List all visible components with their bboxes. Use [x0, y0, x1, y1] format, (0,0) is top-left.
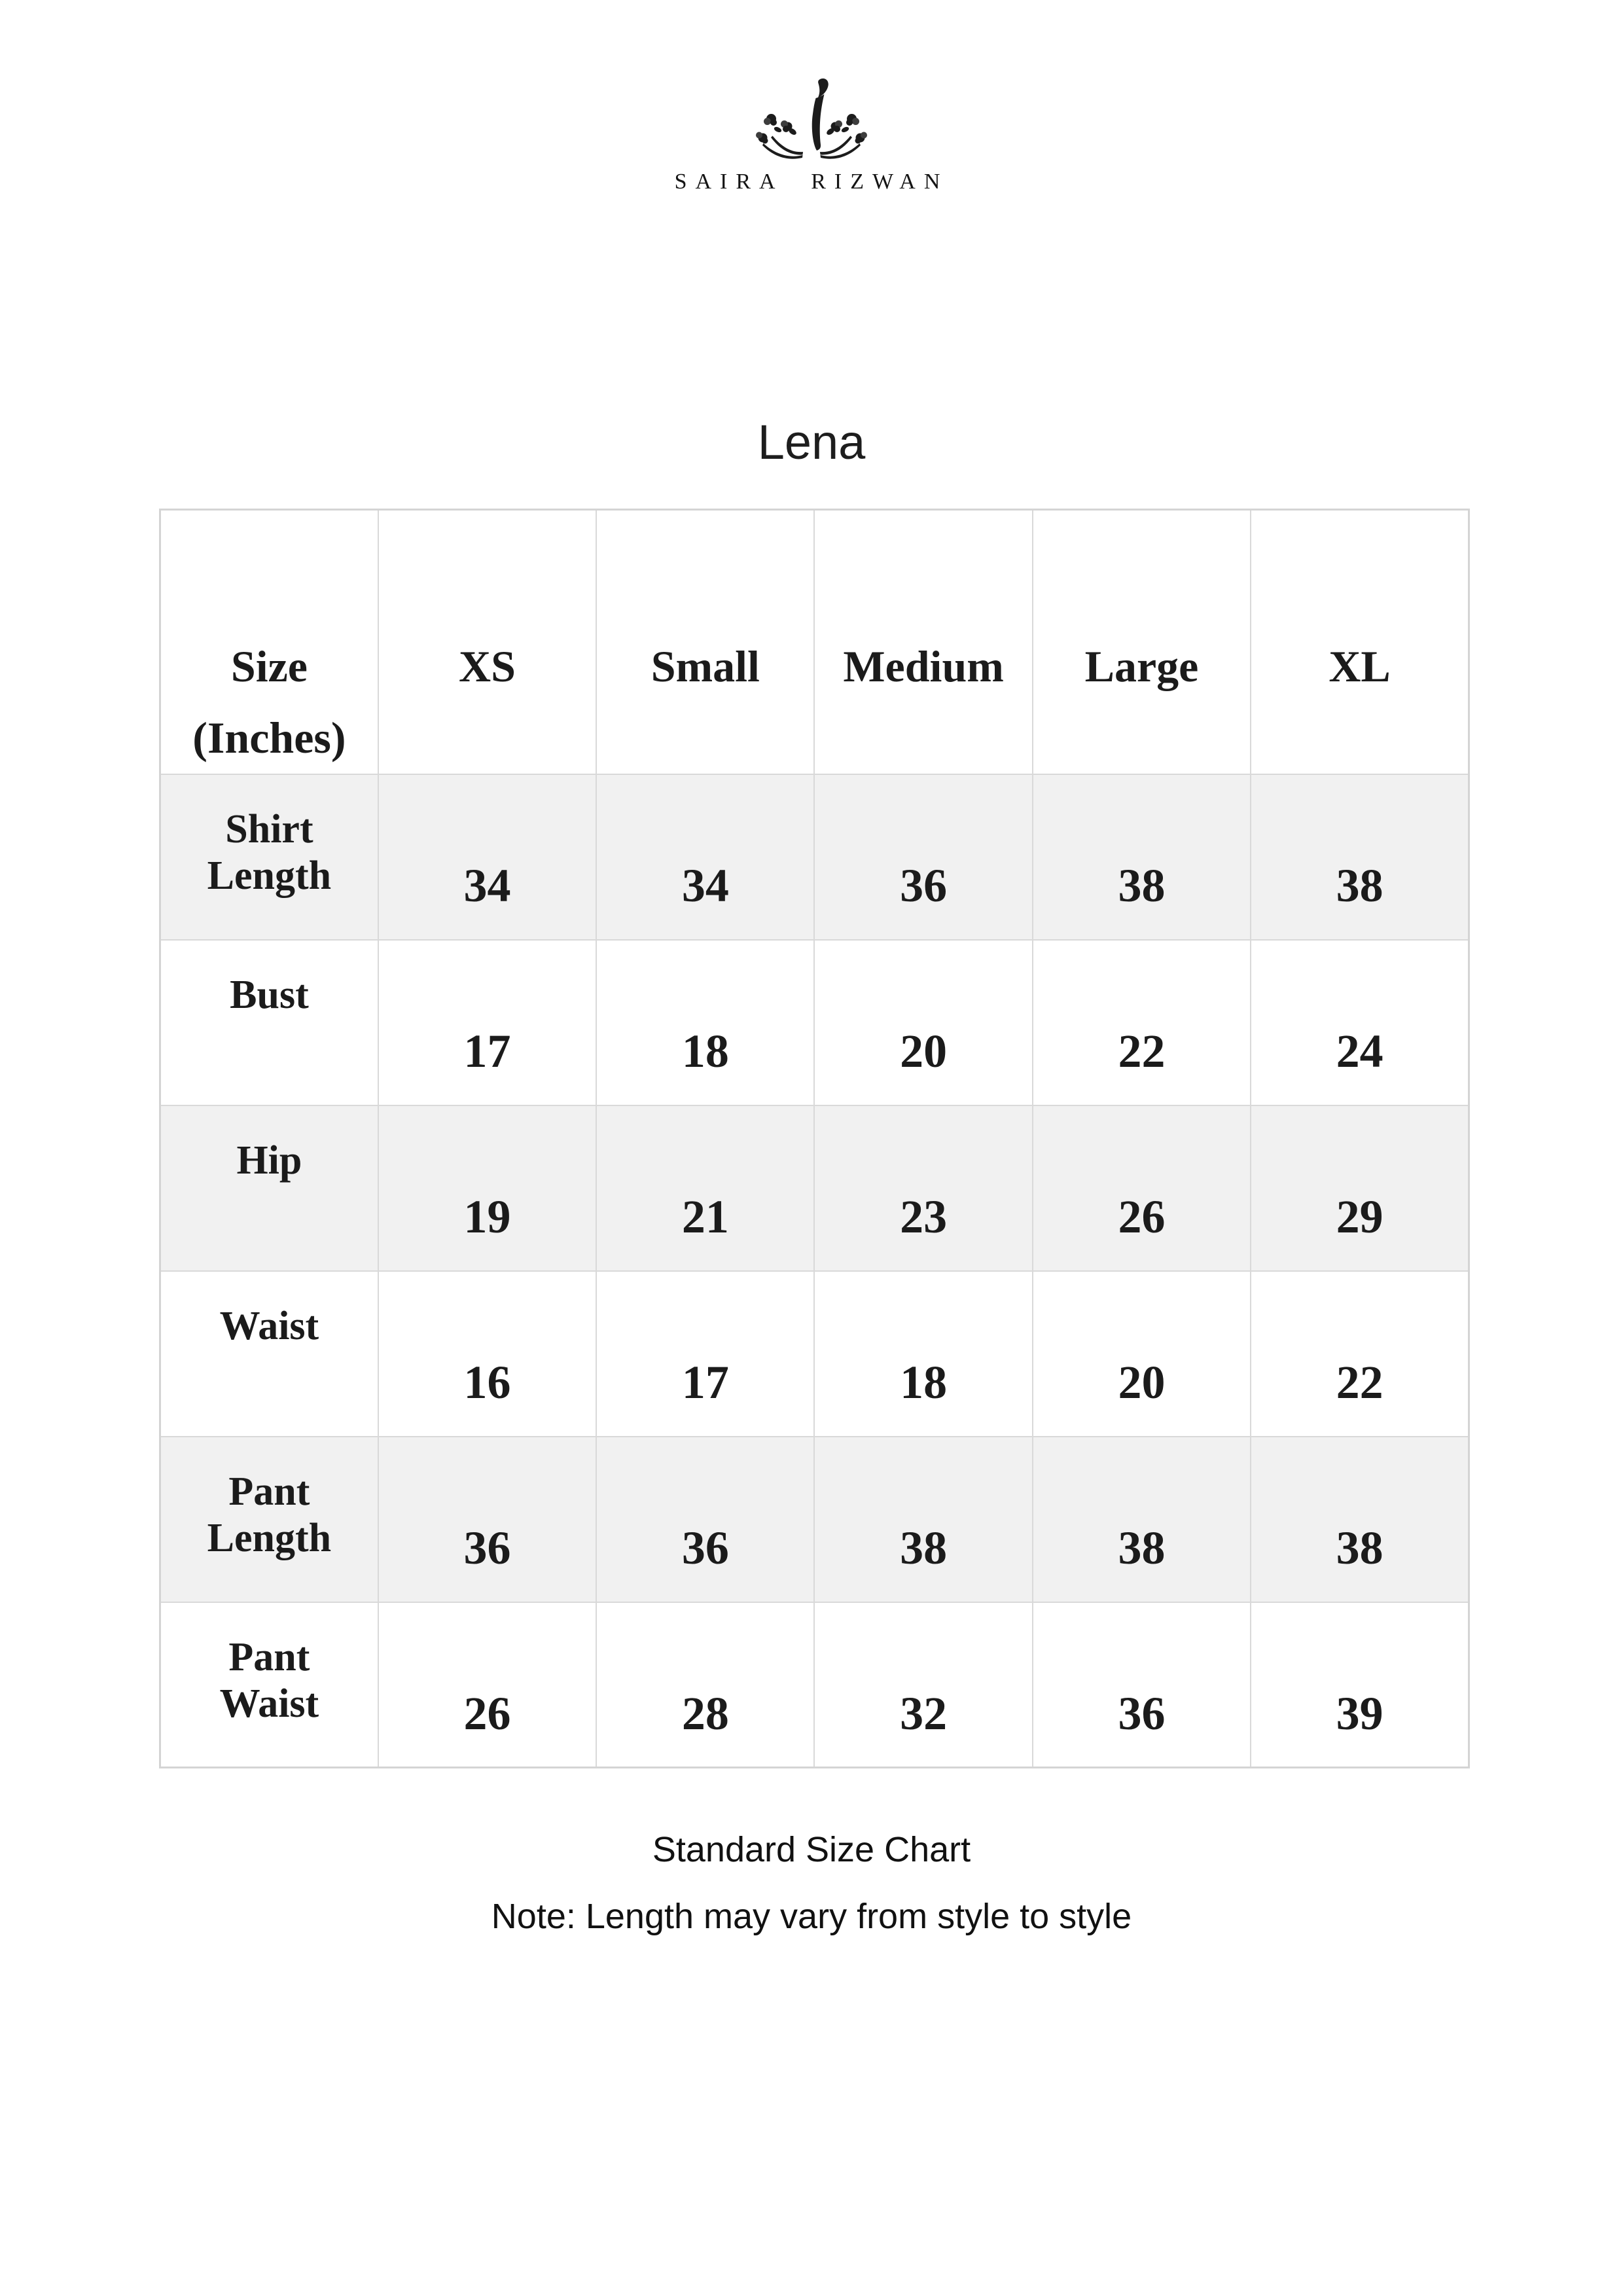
table-row-pant-waist: Pant Waist 26 28 32 36 39 — [159, 1601, 1470, 1768]
chart-caption: Standard Size Chart — [652, 1830, 971, 1869]
size-value: 38 — [1250, 773, 1470, 941]
size-value: 22 — [1250, 1270, 1470, 1437]
size-value: 17 — [377, 939, 597, 1106]
table-row-waist: Waist 16 17 18 20 22 — [159, 1270, 1470, 1437]
size-value: 26 — [377, 1601, 597, 1768]
size-chart-table: Size (Inches) XS Small Medium Large XL S… — [159, 509, 1470, 1769]
table-row-bust: Bust 17 18 20 22 24 — [159, 939, 1470, 1106]
size-value: 17 — [596, 1270, 815, 1437]
row-label: Pant Waist — [159, 1601, 379, 1768]
column-header-size: Size (Inches) — [159, 509, 379, 775]
row-label: Waist — [159, 1270, 379, 1437]
size-value: 22 — [1031, 939, 1252, 1106]
size-value: 23 — [813, 1104, 1033, 1272]
size-value: 26 — [1031, 1104, 1252, 1272]
size-value: 28 — [596, 1601, 815, 1768]
row-label: Shirt Length — [159, 773, 379, 941]
size-value: 32 — [813, 1601, 1033, 1768]
size-value: 36 — [1031, 1601, 1252, 1768]
table-header-row: Size (Inches) XS Small Medium Large XL — [159, 509, 1470, 775]
size-value: 21 — [596, 1104, 815, 1272]
size-value: 38 — [813, 1435, 1033, 1603]
size-value: 38 — [1250, 1435, 1470, 1603]
size-value: 16 — [377, 1270, 597, 1437]
table-row-shirt-length: Shirt Length 34 34 36 38 38 — [159, 773, 1470, 941]
size-value: 38 — [1031, 1435, 1252, 1603]
row-label: Hip — [159, 1104, 379, 1272]
table-row-pant-length: Pant Length 36 36 38 38 38 — [159, 1435, 1470, 1603]
size-value: 18 — [813, 1270, 1033, 1437]
size-value: 36 — [596, 1435, 815, 1603]
brand-name: SAIRA RIZWAN — [674, 170, 949, 194]
size-value: 18 — [596, 939, 815, 1106]
size-value: 20 — [813, 939, 1033, 1106]
column-header-large: Large — [1031, 509, 1252, 775]
row-label: Bust — [159, 939, 379, 1106]
size-value: 20 — [1031, 1270, 1252, 1437]
size-value: 29 — [1250, 1104, 1470, 1272]
size-value: 34 — [596, 773, 815, 941]
table-row-hip: Hip 19 21 23 26 29 — [159, 1104, 1470, 1272]
size-value: 19 — [377, 1104, 597, 1272]
size-value: 39 — [1250, 1601, 1470, 1768]
size-value: 34 — [377, 773, 597, 941]
column-header-small: Small — [596, 509, 815, 775]
size-value: 38 — [1031, 773, 1252, 941]
column-header-xl: XL — [1250, 509, 1470, 775]
size-value: 36 — [813, 773, 1033, 941]
floral-monogram-icon — [756, 78, 867, 159]
product-title: Lena — [757, 415, 866, 469]
size-value: 24 — [1250, 939, 1470, 1106]
column-header-medium: Medium — [813, 509, 1033, 775]
chart-note: Note: Length may vary from style to styl… — [491, 1897, 1132, 1936]
size-value: 36 — [377, 1435, 597, 1603]
row-label: Pant Length — [159, 1435, 379, 1603]
column-header-xs: XS — [377, 509, 597, 775]
brand-header: SAIRA RIZWAN — [0, 77, 1623, 194]
